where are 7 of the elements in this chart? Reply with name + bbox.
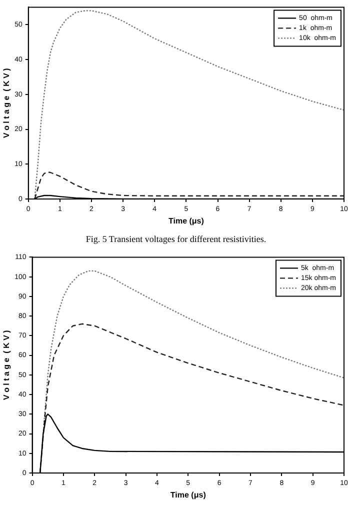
y-axis-title: V o l t a g e ( K V ) [2, 68, 12, 138]
line-series [34, 10, 344, 199]
x-axis-title: Time (μs) [170, 490, 206, 500]
caption: Fig. 5 Transient voltages for different resistivities. [84, 233, 268, 246]
y-axis-title: V o l t a g e ( K V ) [2, 330, 12, 400]
x-axis-title: Time (μs) [168, 216, 204, 226]
line-series [34, 172, 344, 199]
